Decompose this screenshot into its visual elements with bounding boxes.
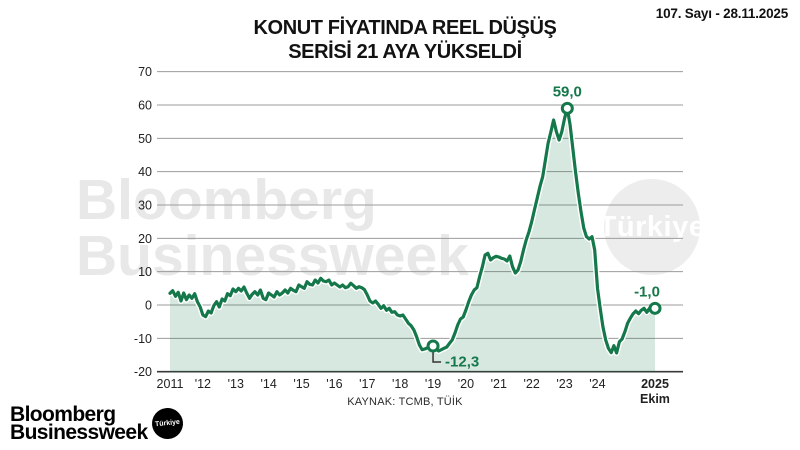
x-tick-label-2025: 2025 bbox=[641, 377, 669, 391]
annotation-label--12_3: -12,3 bbox=[445, 354, 479, 371]
logo-wordmark: Bloomberg Businessweek bbox=[10, 403, 148, 444]
watermark-line1: Bloomberg bbox=[76, 168, 377, 232]
x-tick-label-20: '20 bbox=[458, 377, 474, 391]
x-tick-label-2011: 2011 bbox=[157, 377, 184, 391]
y-tick-label--20: -20 bbox=[134, 365, 152, 379]
y-tick-label-10: 10 bbox=[138, 265, 152, 279]
y-tick-label-60: 60 bbox=[138, 99, 152, 113]
y-tick-label-40: 40 bbox=[138, 165, 152, 179]
marker--1_0 bbox=[648, 301, 662, 315]
y-tick-label-50: 50 bbox=[138, 132, 152, 146]
area-fill bbox=[170, 108, 655, 372]
x-tick-label-23: '23 bbox=[556, 377, 572, 391]
y-tick-label-0: 0 bbox=[145, 299, 152, 313]
marker-59_0 bbox=[560, 101, 574, 115]
x-tick-label-15: '15 bbox=[293, 377, 309, 391]
x-tick-label-12: '12 bbox=[195, 377, 211, 391]
watermark-turkiye-badge: Türkiye bbox=[599, 179, 705, 275]
chart-title-line2: SERİSİ 21 AYA YÜKSELDİ bbox=[288, 41, 522, 63]
logo-line1: Bloomberg bbox=[10, 403, 116, 426]
source-label: KAYNAK: TCMB, TÜİK bbox=[347, 396, 463, 408]
logo-line2: Businessweek bbox=[10, 420, 148, 444]
annotation-connector bbox=[432, 352, 442, 363]
bloomberg-businessweek-logo: Bloomberg Businessweek Türkiye bbox=[10, 403, 185, 444]
x-tick-label-18: '18 bbox=[392, 377, 408, 391]
x-tick-label-13: '13 bbox=[228, 377, 244, 391]
annotation-label-59_0: 59,0 bbox=[553, 83, 582, 100]
x-tick-label-19: '19 bbox=[425, 377, 441, 391]
annotation-label--1_0: -1,0 bbox=[634, 283, 660, 300]
watermark-wordmark: Bloomberg Businessweek bbox=[76, 168, 469, 288]
y-tick-label-70: 70 bbox=[138, 65, 152, 79]
y-tick-label--10: -10 bbox=[134, 332, 152, 346]
y-tick-label-30: 30 bbox=[138, 199, 152, 213]
x-tick-sublabel-ekim: Ekim bbox=[640, 392, 670, 406]
watermark-line2: Businessweek bbox=[76, 224, 469, 288]
x-tick-label-16: '16 bbox=[326, 377, 342, 391]
logo-badge-label: Türkiye bbox=[154, 418, 180, 429]
series-line bbox=[168, 106, 657, 355]
x-tick-label-14: '14 bbox=[260, 377, 276, 391]
x-tick-label-17: '17 bbox=[359, 377, 375, 391]
chart-title-line1: KONUT FİYATINDA REEL DÜŞÜŞ bbox=[253, 17, 557, 39]
logo-turkiye-badge: Türkiye bbox=[150, 406, 185, 441]
marker--12_3 bbox=[426, 339, 440, 353]
x-tick-label-24: '24 bbox=[589, 377, 605, 391]
y-tick-label-20: 20 bbox=[138, 232, 152, 246]
issue-date-label: 107. Sayı - 28.11.2025 bbox=[655, 6, 788, 21]
watermark-badge-label: Türkiye bbox=[598, 210, 706, 243]
x-tick-label-22: '22 bbox=[524, 377, 540, 391]
x-tick-label-21: '21 bbox=[491, 377, 507, 391]
chart-title: KONUT FİYATINDA REEL DÜŞÜŞ SERİSİ 21 AYA… bbox=[0, 16, 800, 64]
